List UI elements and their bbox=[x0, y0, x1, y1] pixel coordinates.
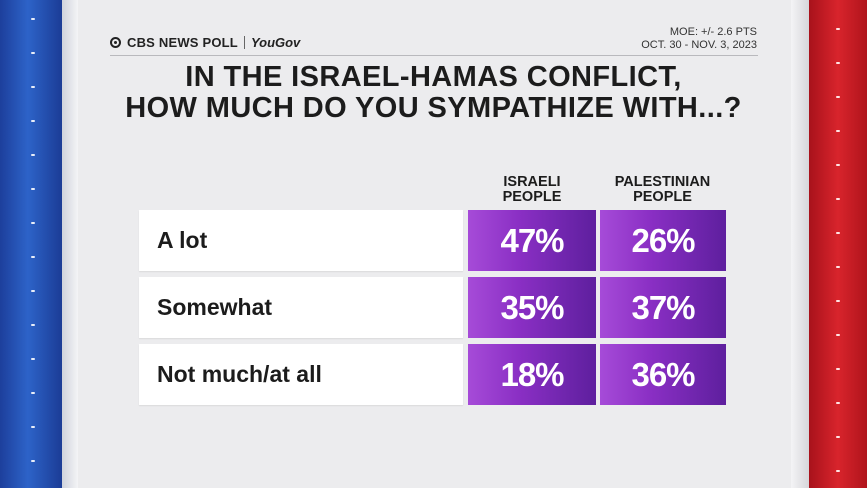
row-label: Somewhat bbox=[139, 277, 463, 338]
stripe-stud bbox=[31, 460, 35, 462]
stripe-stud bbox=[31, 86, 35, 88]
chart-title: IN THE ISRAEL-HAMAS CONFLICT, HOW MUCH D… bbox=[100, 62, 767, 124]
stripe-stud bbox=[836, 130, 840, 132]
stripe-stud bbox=[836, 62, 840, 64]
column-header-line-2: PEOPLE bbox=[502, 189, 562, 205]
title-line-2: HOW MUCH DO YOU SYMPATHIZE WITH...? bbox=[125, 92, 742, 124]
value-cell-israeli: 47% bbox=[468, 210, 596, 271]
margin-of-error: MOE: +/- 2.6 PTS bbox=[669, 26, 757, 38]
stripe-stud bbox=[31, 52, 35, 54]
value-cell-palestinian: 36% bbox=[600, 344, 726, 405]
network-name: CBS NEWS POLL bbox=[127, 35, 238, 50]
partner-name: YouGov bbox=[250, 35, 301, 50]
row-label: A lot bbox=[139, 210, 463, 271]
stripe-stud bbox=[31, 222, 35, 224]
right-stripe bbox=[809, 0, 867, 488]
left-stripe-edge bbox=[62, 0, 78, 488]
value-cell-palestinian: 26% bbox=[600, 210, 726, 271]
column-header-line-1: PALESTINIAN bbox=[614, 174, 711, 190]
stripe-stud bbox=[836, 266, 840, 268]
poll-dates: OCT. 30 - NOV. 3, 2023 bbox=[641, 39, 757, 51]
column-header-line-1: ISRAELI bbox=[503, 174, 561, 190]
column-header-line-2: PEOPLE bbox=[633, 189, 692, 205]
value-cell-palestinian: 37% bbox=[600, 277, 726, 338]
stripe-stud bbox=[836, 334, 840, 336]
value-cell-israeli: 18% bbox=[468, 344, 596, 405]
value-cell-israeli: 35% bbox=[468, 277, 596, 338]
stripe-stud bbox=[31, 18, 35, 20]
stripe-stud bbox=[836, 96, 840, 98]
row-label: Not much/at all bbox=[139, 344, 463, 405]
cbs-eye-icon bbox=[110, 37, 121, 48]
brand-logo: CBS NEWS POLL YouGov bbox=[110, 35, 300, 50]
stripe-stud bbox=[31, 154, 35, 156]
stripe-stud bbox=[836, 232, 840, 234]
stripe-stud bbox=[31, 392, 35, 394]
stripe-stud bbox=[836, 164, 840, 166]
stripe-stud bbox=[836, 300, 840, 302]
title-line-1: IN THE ISRAEL-HAMAS CONFLICT, bbox=[185, 61, 682, 93]
right-stripe-edge bbox=[791, 0, 809, 488]
poll-info: MOE: +/- 2.6 PTS OCT. 30 - NOV. 3, 2023 bbox=[641, 26, 757, 52]
stripe-stud bbox=[31, 324, 35, 326]
stripe-stud bbox=[31, 120, 35, 122]
stripe-stud bbox=[836, 198, 840, 200]
stripe-stud bbox=[31, 426, 35, 428]
column-header-israeli: ISRAELI PEOPLE bbox=[466, 175, 598, 205]
stripe-stud bbox=[836, 368, 840, 370]
column-header-palestinian: PALESTINIAN PEOPLE bbox=[599, 175, 726, 205]
stripe-stud bbox=[31, 256, 35, 258]
stripe-stud bbox=[836, 28, 840, 30]
stripe-stud bbox=[836, 402, 840, 404]
logo-divider bbox=[243, 36, 245, 49]
left-stripe bbox=[0, 0, 62, 488]
stripe-stud bbox=[31, 358, 35, 360]
stripe-stud bbox=[31, 188, 35, 190]
stripe-stud bbox=[836, 436, 840, 438]
header-divider bbox=[110, 55, 758, 56]
stripe-stud bbox=[836, 470, 840, 472]
stripe-stud bbox=[31, 290, 35, 292]
